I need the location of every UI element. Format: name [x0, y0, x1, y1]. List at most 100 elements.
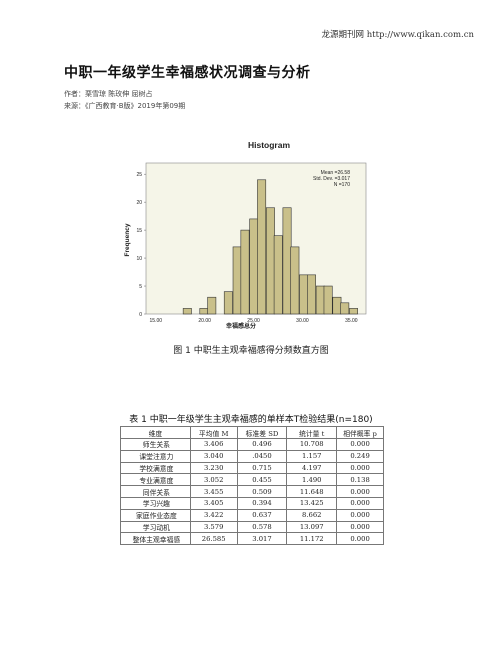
cell-sd: 3.017 — [236, 532, 288, 546]
histogram-bar — [315, 285, 325, 315]
cell-dimension: 同伴关系 — [120, 485, 191, 498]
cell-dimension: 学习兴趣 — [120, 496, 191, 510]
cell-p: 0.000 — [336, 508, 384, 522]
histogram-bar — [207, 296, 217, 315]
cell-mean: 3.579 — [189, 520, 238, 534]
table-row: 家庭作业态度 3.422 0.637 8.662 0.000 — [120, 508, 384, 522]
table-header-row: 维度 平均值 M 标准差 SD 统计量 t 相伴概率 p — [120, 426, 384, 439]
histogram-bar — [323, 285, 333, 315]
histogram-bar — [290, 246, 300, 315]
y-tick-label: 20 — [136, 200, 142, 206]
x-tick-label: 20.00 — [198, 318, 211, 324]
cell-t: 13.425 — [286, 496, 338, 510]
table-caption: 表 1 中职一年级学生主观幸福感的单样本T检验结果(n=180) — [129, 415, 373, 425]
table-row: 整体主观幸福感 26.585 3.017 11.172 0.000 — [120, 532, 384, 546]
histogram-bar — [340, 302, 350, 315]
header-t: 统计量 t — [286, 426, 338, 439]
y-axis-label: Frequency — [124, 223, 131, 256]
header-sd: 标准差 SD — [236, 426, 288, 439]
cell-dimension: 学校满意度 — [120, 461, 191, 475]
header-dimension: 维度 — [120, 426, 191, 439]
histogram-bar — [223, 291, 233, 315]
histogram-bar — [232, 246, 242, 315]
cell-dimension: 整体主观幸福感 — [120, 532, 191, 546]
cell-sd: .0450 — [236, 449, 288, 463]
x-tick-label: 25.00 — [247, 318, 260, 324]
table-row: 同伴关系 3.455 0.509 11.648 0.000 — [120, 485, 384, 498]
cell-sd: 0.496 — [236, 438, 288, 451]
article-title: 中职一年级学生幸福感状况调查与分析 — [64, 65, 311, 81]
chart-title: Histogram — [248, 140, 290, 150]
stats-std: Std. Dev. =3.017 — [313, 176, 350, 182]
cell-p: 0.000 — [336, 520, 384, 534]
article-source: 来源：《广西教育·B版》2019年第09期 — [64, 102, 186, 110]
cell-p: 0.138 — [336, 473, 384, 487]
cell-sd: 0.578 — [236, 520, 288, 534]
histogram-bar — [299, 274, 309, 315]
y-tick-label: 15 — [136, 228, 142, 234]
article-author: 作者：栗雪琼 陈玫伸 屈树占 — [64, 90, 153, 98]
cell-sd: 0.715 — [236, 461, 288, 475]
y-tick-label: 25 — [136, 172, 142, 178]
table-row: 学校满意度 3.230 0.715 4.197 0.000 — [120, 461, 384, 475]
cell-t: 1.490 — [286, 473, 338, 487]
cell-sd: 0.394 — [236, 496, 288, 510]
y-tick-label: 5 — [139, 284, 142, 290]
cell-mean: 3.230 — [189, 461, 238, 475]
histogram-bar — [332, 296, 342, 315]
stats-n: N =170 — [334, 182, 350, 188]
histogram-bar — [199, 308, 209, 315]
histogram-chart: Histogram Mean =26.58 Std. Dev. =3.017 N… — [117, 130, 369, 335]
cell-t: 8.662 — [286, 508, 338, 522]
cell-p: 0.000 — [336, 485, 384, 498]
cell-p: 0.249 — [336, 449, 384, 463]
cell-p: 0.000 — [336, 461, 384, 475]
cell-dimension: 师生关系 — [120, 438, 191, 451]
cell-mean: 3.455 — [189, 485, 238, 498]
x-tick-label: 30.00 — [296, 318, 309, 324]
table-row: 学习兴趣 3.405 0.394 13.425 0.000 — [120, 496, 384, 510]
cell-t: 1.157 — [286, 449, 338, 463]
figure-caption: 图 1 中职生主观幸福感得分频数直方图 — [173, 346, 329, 356]
y-tick-label: 0 — [139, 312, 142, 318]
results-table: 维度 平均值 M 标准差 SD 统计量 t 相伴概率 p 师生关系 3.406 … — [120, 426, 384, 546]
cell-mean: 3.422 — [189, 508, 238, 522]
histogram-bar — [249, 218, 259, 315]
cell-mean: 3.406 — [189, 438, 238, 451]
table-row: 课堂注意力 3.040 .0450 1.157 0.249 — [120, 449, 384, 463]
cell-mean: 3.040 — [189, 449, 238, 463]
histogram-bar — [257, 179, 267, 315]
histogram-figure: Histogram Mean =26.58 Std. Dev. =3.017 N… — [117, 130, 369, 335]
y-tick-label: 10 — [136, 256, 142, 262]
cell-t: 4.197 — [286, 461, 338, 475]
table-row: 师生关系 3.406 0.496 10.708 0.000 — [120, 438, 384, 451]
cell-dimension: 专业满意度 — [120, 473, 191, 487]
table-row: 专业满意度 3.052 0.455 1.490 0.138 — [120, 473, 384, 487]
histogram-bar — [265, 207, 275, 315]
cell-t: 11.172 — [286, 532, 338, 546]
x-tick-label: 35.00 — [345, 318, 358, 324]
cell-sd: 0.637 — [236, 508, 288, 522]
x-axis-label: 幸福感总分 — [226, 322, 256, 330]
cell-mean: 26.585 — [189, 532, 238, 546]
cell-dimension: 课堂注意力 — [120, 449, 191, 463]
cell-t: 13.097 — [286, 520, 338, 534]
cell-p: 0.000 — [336, 496, 384, 510]
cell-dimension: 学习动机 — [120, 520, 191, 534]
cell-t: 11.648 — [286, 485, 338, 498]
header-mean: 平均值 M — [189, 426, 238, 439]
table-row: 学习动机 3.579 0.578 13.097 0.000 — [120, 520, 384, 534]
cell-p: 0.000 — [336, 438, 384, 451]
journal-header: 龙源期刊网 http://www.qikan.com.cn — [321, 30, 475, 40]
histogram-bar — [349, 308, 358, 315]
cell-t: 10.708 — [286, 438, 338, 451]
cell-mean: 3.052 — [189, 473, 238, 487]
histogram-bar — [282, 207, 292, 315]
histogram-bar — [273, 235, 283, 315]
header-p: 相伴概率 p — [336, 426, 384, 439]
cell-p: 0.000 — [336, 532, 384, 546]
histogram-bar — [307, 274, 316, 315]
histogram-bar — [182, 308, 192, 315]
cell-dimension: 家庭作业态度 — [120, 508, 191, 522]
x-tick-label: 15.00 — [150, 318, 163, 324]
